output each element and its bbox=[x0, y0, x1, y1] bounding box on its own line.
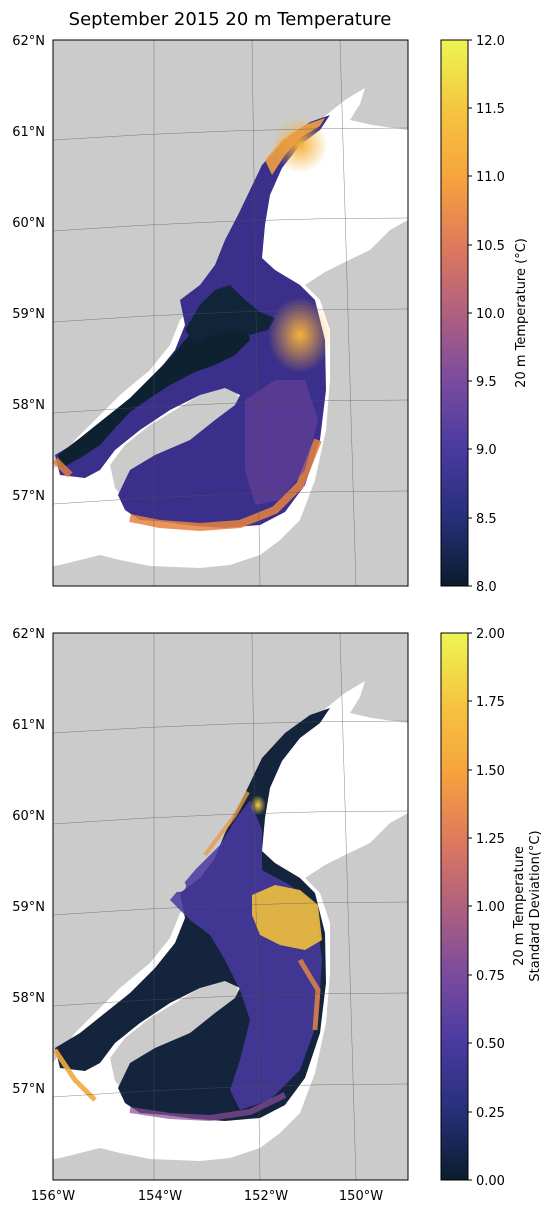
map-std-frame bbox=[52, 632, 409, 1181]
std-mid-region bbox=[170, 800, 322, 1110]
map1-lat-labels: 62°N 61°N 60°N 59°N 58°N 57°N bbox=[12, 34, 45, 504]
std-orange-streak-north bbox=[203, 791, 250, 857]
warm-patch-east bbox=[268, 297, 332, 373]
colorbar-tick-label: 8.0 bbox=[476, 580, 497, 595]
colorbar-tick-label: 8.5 bbox=[476, 512, 497, 527]
colorbar-temperature: 8.0 8.5 9.0 9.5 10.0 10.5 11.0 11.5 12.0… bbox=[440, 34, 529, 595]
colorbar-tick-label: 9.5 bbox=[476, 375, 497, 390]
std-rim-southwest bbox=[53, 1048, 97, 1102]
figure-title: September 2015 20 m Temperature bbox=[69, 9, 392, 30]
colorbar-tick-label: 11.0 bbox=[476, 170, 505, 185]
colorbar-tick-label: 0.75 bbox=[476, 969, 505, 984]
colorbar-label-line1: 20 m Temperature bbox=[512, 846, 527, 966]
colorbar-tick-label: 12.0 bbox=[476, 34, 505, 49]
colorbar-label-line2: Standard Deviation(°C) bbox=[528, 830, 543, 981]
augustine-island bbox=[170, 287, 186, 299]
mid-band bbox=[245, 380, 318, 505]
lon-label: 152°W bbox=[244, 1189, 288, 1204]
warm-rim-west bbox=[53, 457, 73, 478]
colorbar-tick-label: 1.25 bbox=[476, 832, 505, 847]
lat-label: 62°N bbox=[12, 627, 45, 642]
colorbar-label: 20 m Temperature (°C) bbox=[514, 238, 529, 388]
lat-label: 57°N bbox=[12, 1082, 45, 1097]
augustine-island bbox=[170, 880, 186, 892]
colorbar-ticks: 0.00 0.25 0.50 0.75 1.00 1.25 1.50 1.75 … bbox=[468, 627, 505, 1189]
graticule bbox=[53, 633, 408, 1180]
std-high-region bbox=[252, 885, 322, 950]
lat-label: 61°N bbox=[12, 125, 45, 140]
colorbar-gradient bbox=[440, 632, 469, 1181]
cold-core-upper bbox=[185, 285, 275, 345]
warm-arm-north bbox=[265, 118, 325, 175]
colorbar-ticks: 8.0 8.5 9.0 9.5 10.0 10.5 11.0 11.5 12.0 bbox=[468, 34, 505, 595]
map-temperature-frame bbox=[52, 39, 409, 587]
colorbar-tick-label: 9.0 bbox=[476, 443, 497, 458]
lat-label: 58°N bbox=[12, 398, 45, 413]
colorbar-tick-label: 0.50 bbox=[476, 1037, 505, 1052]
std-orange-streak-east bbox=[297, 958, 321, 1031]
lat-label: 59°N bbox=[12, 307, 45, 322]
map-std-deviation bbox=[53, 633, 408, 1180]
warm-patch-upper bbox=[272, 117, 328, 173]
lon-label: 156°W bbox=[31, 1189, 75, 1204]
colorbar-tick-label: 0.25 bbox=[476, 1106, 505, 1121]
std-rim-south bbox=[129, 1092, 287, 1122]
lon-label: 150°W bbox=[339, 1189, 383, 1204]
colorbar-tick-label: 10.0 bbox=[476, 307, 505, 322]
lat-label: 59°N bbox=[12, 900, 45, 915]
colorbar-tick-label: 1.75 bbox=[476, 695, 505, 710]
colorbar-tick-label: 11.5 bbox=[476, 102, 505, 117]
graticule bbox=[53, 40, 408, 586]
colorbar-tick-label: 0.00 bbox=[476, 1174, 505, 1189]
lat-label: 60°N bbox=[12, 216, 45, 231]
colorbar-tick-label: 1.50 bbox=[476, 764, 505, 779]
warm-rim-south bbox=[129, 438, 322, 532]
map-temperature bbox=[53, 40, 408, 586]
colorbar-std: 0.00 0.25 0.50 0.75 1.00 1.25 1.50 1.75 … bbox=[440, 627, 543, 1189]
lat-label: 57°N bbox=[12, 489, 45, 504]
std-high-patch bbox=[250, 795, 266, 815]
lon-label: 154°W bbox=[138, 1189, 182, 1204]
colorbar-gradient bbox=[440, 39, 469, 587]
lat-label: 58°N bbox=[12, 991, 45, 1006]
lat-label: 62°N bbox=[12, 34, 45, 49]
colorbar-tick-label: 10.5 bbox=[476, 239, 505, 254]
map2-lon-labels: 156°W 154°W 152°W 150°W bbox=[31, 1189, 383, 1204]
colorbar-tick-label: 1.00 bbox=[476, 900, 505, 915]
lat-label: 60°N bbox=[12, 809, 45, 824]
map2-lat-labels: 62°N 61°N 60°N 59°N 58°N 57°N bbox=[12, 627, 45, 1097]
lat-label: 61°N bbox=[12, 718, 45, 733]
colorbar-tick-label: 2.00 bbox=[476, 627, 505, 642]
